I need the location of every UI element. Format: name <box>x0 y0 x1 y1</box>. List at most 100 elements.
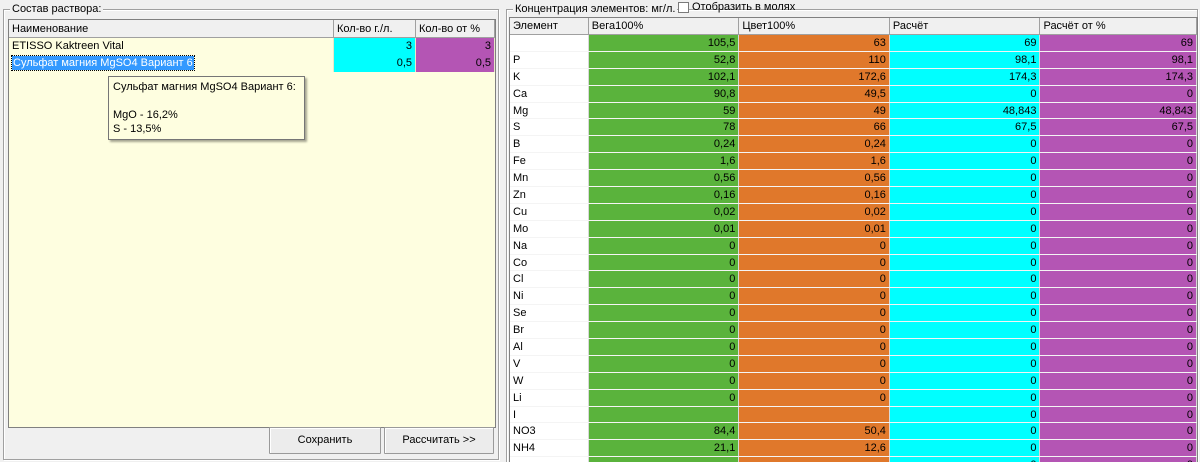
row-tsvet-value[interactable]: 0,02 <box>739 203 890 220</box>
row-calc-percent-value[interactable]: 0 <box>1040 153 1197 170</box>
row-element[interactable]: NO3 <box>510 423 589 440</box>
column-header-percent[interactable]: Кол-во от % <box>416 20 495 37</box>
row-vega-value[interactable]: 105,5 <box>588 35 740 51</box>
column-header-grams[interactable]: Кол-во г./л. <box>334 20 416 37</box>
row-vega-value[interactable]: 0,02 <box>588 203 740 220</box>
row-element[interactable]: N <box>510 35 589 51</box>
row-vega-value[interactable]: 0 <box>588 372 740 389</box>
row-element[interactable]: B <box>510 136 589 153</box>
column-header-calc[interactable]: Расчёт <box>890 18 1041 34</box>
row-calc-percent-value[interactable]: 0 <box>1040 254 1197 271</box>
selected-name-text[interactable]: Сульфат магния MgSO4 Вариант 6 <box>11 55 195 71</box>
row-tsvet-value[interactable]: 0,01 <box>739 220 890 237</box>
table-row[interactable]: Ca 90,8 49,5 0 0 <box>510 85 1197 103</box>
row-calc-value[interactable]: 0 <box>889 406 1041 423</box>
row-tsvet-value[interactable]: 0,24 <box>739 136 890 153</box>
table-row[interactable]: Na 0 0 0 0 <box>510 237 1197 255</box>
row-element[interactable]: Mn <box>510 170 589 187</box>
table-row[interactable]: NO3 84,4 50,4 0 0 <box>510 423 1197 441</box>
row-element[interactable]: Fe <box>510 153 589 170</box>
row-element[interactable]: S <box>510 119 589 136</box>
table-row[interactable]: Mo 0,01 0,01 0 0 <box>510 220 1197 238</box>
row-calc-percent-value[interactable]: 0 <box>1040 220 1197 237</box>
table-row[interactable]: 00 <box>510 457 1197 462</box>
row-calc-value[interactable]: 0 <box>889 254 1041 271</box>
row-vega-value[interactable]: 0 <box>588 288 740 305</box>
row-calc-value[interactable]: 0 <box>889 322 1041 339</box>
table-row[interactable]: Cu 0,02 0,02 0 0 <box>510 203 1197 221</box>
row-vega-value[interactable] <box>588 406 740 423</box>
row-tsvet-value[interactable] <box>739 457 890 462</box>
table-row[interactable]: NH4 21,1 12,6 0 0 <box>510 440 1197 458</box>
row-element[interactable]: Se <box>510 305 589 322</box>
row-calc-value[interactable]: 0 <box>889 203 1041 220</box>
row-calc-value[interactable]: 67,5 <box>889 119 1041 136</box>
row-grams[interactable]: 3 <box>334 38 416 55</box>
row-vega-value[interactable]: 59 <box>588 102 740 119</box>
table-row[interactable]: N 105,5 63 69 69 <box>510 35 1197 52</box>
row-element[interactable]: P <box>510 51 589 68</box>
table-row[interactable]: ETISSO Kaktreen Vital 3 3 <box>9 38 495 55</box>
row-element[interactable]: Na <box>510 237 589 254</box>
row-calc-percent-value[interactable]: 174,3 <box>1040 68 1197 85</box>
row-calc-percent-value[interactable]: 0 <box>1040 136 1197 153</box>
row-tsvet-value[interactable]: 0 <box>739 305 890 322</box>
row-vega-value[interactable]: 0 <box>588 305 740 322</box>
row-calc-percent-value[interactable]: 0 <box>1040 423 1197 440</box>
show-in-moles-label[interactable]: Отобразить в молях <box>692 1 796 13</box>
save-button[interactable]: Сохранить <box>269 427 381 454</box>
row-vega-value[interactable]: 0,56 <box>588 170 740 187</box>
row-element[interactable]: I <box>510 406 589 423</box>
row-calc-percent-value[interactable]: 0 <box>1040 271 1197 288</box>
element-concentration-grid[interactable]: Элемент Вега100% Цвет100% Расчёт Расчёт … <box>509 17 1198 462</box>
row-element[interactable] <box>510 457 589 462</box>
row-element[interactable]: Mg <box>510 102 589 119</box>
row-calc-percent-value[interactable]: 0 <box>1040 355 1197 372</box>
row-percent[interactable]: 3 <box>416 38 495 55</box>
row-grams[interactable]: 0,5 <box>334 55 416 72</box>
table-row[interactable]: Mn 0,56 0,56 0 0 <box>510 170 1197 188</box>
row-calc-percent-value[interactable]: 0 <box>1040 305 1197 322</box>
row-calc-percent-value[interactable]: 0 <box>1040 389 1197 406</box>
row-tsvet-value[interactable]: 172,6 <box>739 68 890 85</box>
row-vega-value[interactable]: 52,8 <box>588 51 740 68</box>
row-calc-percent-value[interactable]: 0 <box>1040 203 1197 220</box>
row-vega-value[interactable]: 0,16 <box>588 187 740 203</box>
row-percent[interactable]: 0,5 <box>416 55 495 72</box>
row-tsvet-value[interactable]: 0 <box>739 372 890 389</box>
row-calc-percent-value[interactable]: 0 <box>1040 322 1197 339</box>
row-element[interactable]: Li <box>510 389 589 406</box>
row-calc-percent-value[interactable]: 69 <box>1040 35 1197 51</box>
row-tsvet-value[interactable]: 0,56 <box>739 170 890 187</box>
row-element[interactable]: V <box>510 355 589 372</box>
row-vega-value[interactable]: 0 <box>588 322 740 339</box>
row-tsvet-value[interactable]: 0 <box>739 389 890 406</box>
row-calc-value[interactable]: 0 <box>889 170 1041 187</box>
table-row[interactable]: S 78 66 67,5 67,5 <box>510 119 1197 137</box>
row-calc-value[interactable]: 48,843 <box>889 102 1041 119</box>
row-vega-value[interactable]: 0 <box>588 237 740 254</box>
table-row[interactable]: Mg 59 49 48,843 48,843 <box>510 102 1197 120</box>
row-calc-value[interactable]: 98,1 <box>889 51 1041 68</box>
row-calc-value[interactable]: 0 <box>889 440 1041 457</box>
row-vega-value[interactable]: 0 <box>588 389 740 406</box>
row-tsvet-value[interactable]: 0 <box>739 271 890 288</box>
row-element[interactable]: Zn <box>510 187 589 203</box>
row-tsvet-value[interactable] <box>739 406 890 423</box>
row-element[interactable]: W <box>510 372 589 389</box>
row-tsvet-value[interactable]: 0 <box>739 339 890 355</box>
row-calc-value[interactable]: 174,3 <box>889 68 1041 85</box>
row-element[interactable]: NH4 <box>510 440 589 457</box>
row-vega-value[interactable]: 0 <box>588 254 740 271</box>
row-tsvet-value[interactable]: 66 <box>739 119 890 136</box>
row-calc-value[interactable]: 0 <box>889 271 1041 288</box>
column-header-tsvet[interactable]: Цвет100% <box>739 18 890 34</box>
row-calc-value[interactable]: 0 <box>889 457 1041 462</box>
row-vega-value[interactable]: 102,1 <box>588 68 740 85</box>
row-vega-value[interactable]: 1,6 <box>588 153 740 170</box>
table-row[interactable]: Zn 0,16 0,16 0 0 <box>510 187 1197 204</box>
row-vega-value[interactable]: 78 <box>588 119 740 136</box>
row-calc-value[interactable]: 0 <box>889 305 1041 322</box>
